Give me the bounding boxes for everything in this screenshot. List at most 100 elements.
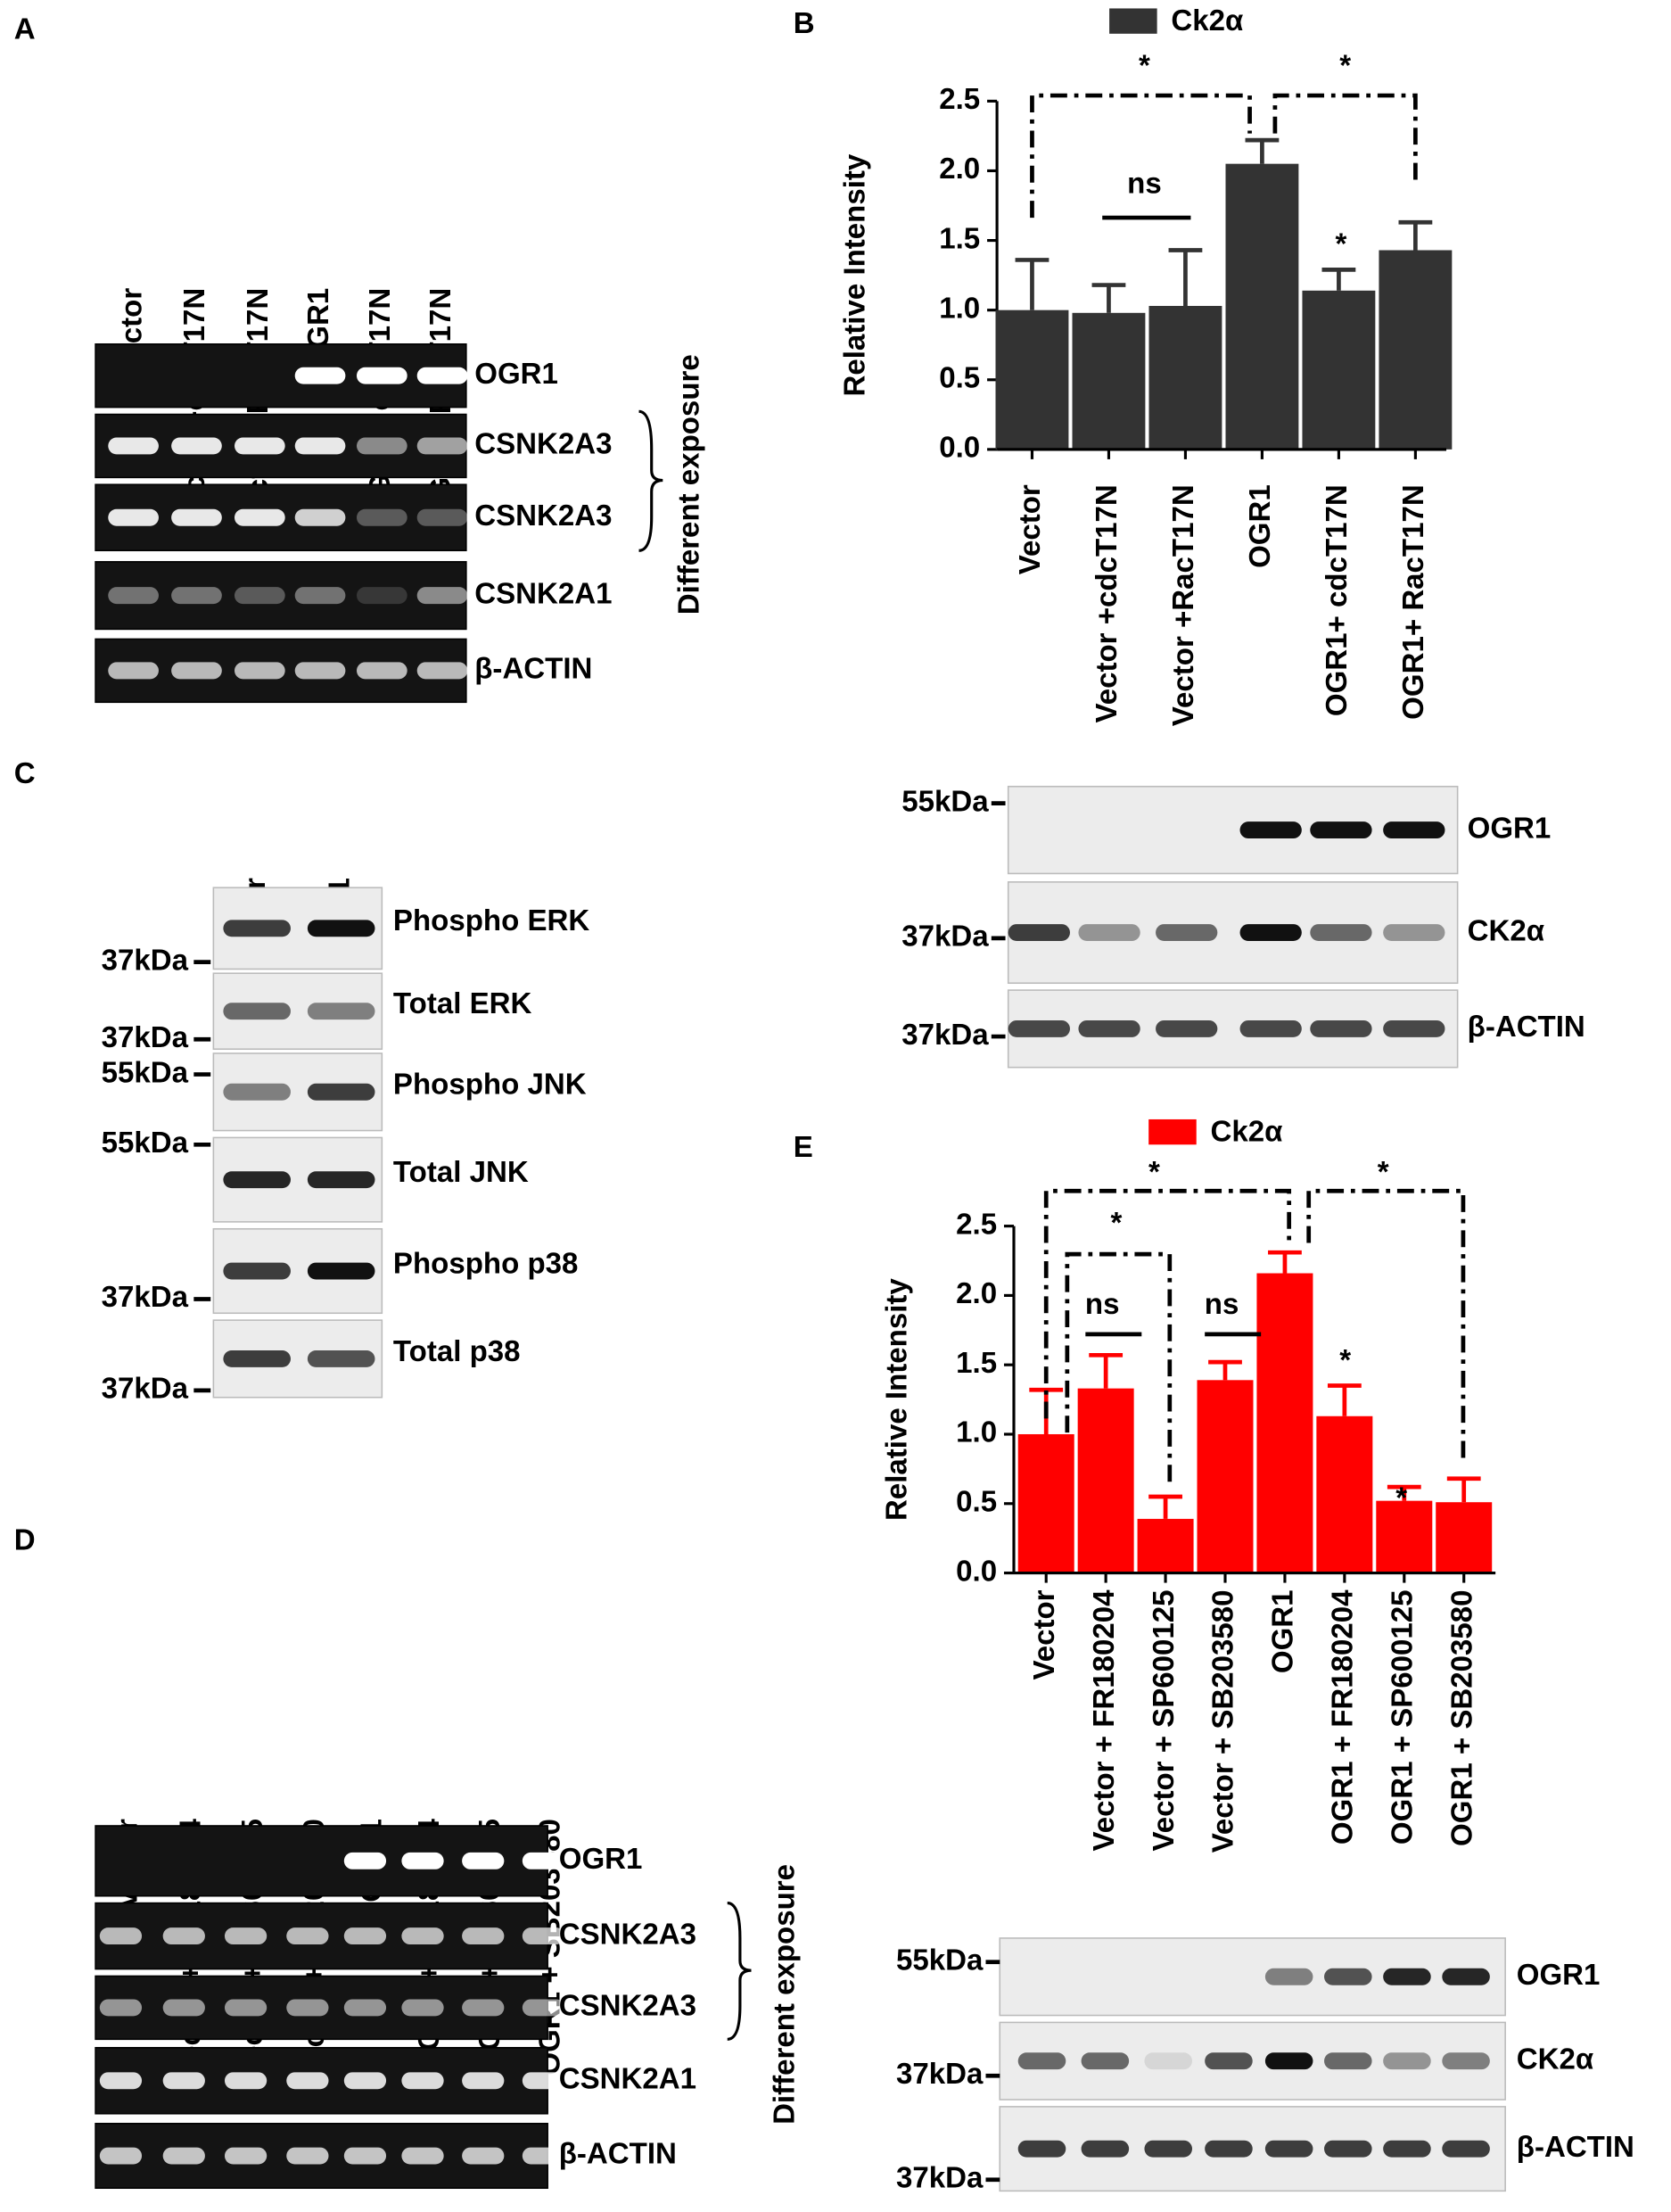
gel-band	[416, 662, 468, 680]
gel-band	[356, 662, 407, 680]
y-tick-label: 1.5	[956, 1347, 997, 1380]
gel-band	[1239, 924, 1302, 941]
gel-band	[416, 508, 468, 526]
x-tick-label: OGR1 + SP600125	[1387, 1589, 1420, 1845]
gel-band	[162, 2147, 205, 2165]
gel-band	[356, 367, 407, 384]
y-axis-label: Relative Intensity	[838, 153, 871, 396]
gel-band	[162, 1999, 205, 2017]
gel-band	[401, 1852, 444, 1869]
panel-label: E	[794, 1131, 813, 1164]
annotation: ns	[1085, 1288, 1120, 1321]
gel-band	[294, 587, 346, 605]
bar	[1072, 312, 1146, 450]
row-label: Total JNK	[393, 1156, 529, 1189]
row-label: CSNK2A3	[559, 1990, 696, 2023]
bar	[1436, 1502, 1493, 1573]
gel-band	[343, 2147, 387, 2165]
gel-band	[171, 437, 222, 455]
row-label: CSNK2A1	[559, 2063, 696, 2096]
gel-band	[416, 587, 468, 605]
legend-swatch	[1109, 8, 1157, 34]
gel-band	[462, 2147, 505, 2165]
gel-band	[224, 1999, 268, 2017]
y-tick-label: 1.0	[939, 292, 980, 325]
gel-band	[1156, 924, 1218, 941]
gel-band	[1383, 821, 1445, 839]
gel-band	[401, 1927, 444, 1945]
gel-row	[95, 561, 467, 631]
bracket	[638, 409, 663, 552]
gel-band	[294, 367, 346, 384]
bar	[1379, 250, 1453, 450]
gel-band	[1324, 2140, 1372, 2158]
gel-band	[1017, 2140, 1066, 2158]
gel-band	[522, 2072, 565, 2090]
gel-row	[95, 343, 467, 409]
gel-band	[99, 2072, 143, 2090]
row-label: CK2α	[1517, 2043, 1593, 2076]
row-label: Phospho JNK	[393, 1069, 587, 1102]
annotation: *	[1139, 49, 1150, 82]
bar	[1376, 1500, 1433, 1573]
gel-band	[1383, 2052, 1431, 2070]
gel-band	[99, 1999, 143, 2017]
marker-label: 37kDa	[102, 1373, 189, 1406]
gel-band	[401, 1999, 444, 2017]
annotation: *	[1335, 227, 1346, 260]
x-tick-label: Vector	[1028, 1589, 1061, 1680]
gel-band	[108, 508, 159, 526]
gel-band	[286, 2147, 329, 2165]
gel-band	[108, 437, 159, 455]
y-tick-label: 2.0	[939, 153, 980, 186]
gel-band	[1144, 2140, 1192, 2158]
gel-band	[171, 587, 222, 605]
gel-band	[462, 1852, 505, 1869]
marker-label: 37kDa	[896, 2162, 984, 2195]
gel-band	[223, 920, 291, 937]
row-label: CSNK2A3	[474, 428, 612, 461]
gel-band	[343, 1927, 387, 1945]
gel-band	[356, 437, 407, 455]
row-label: β-ACTIN	[1517, 2131, 1634, 2164]
x-tick-label: Vector +RacT17N	[1167, 484, 1200, 726]
gel-band	[234, 587, 285, 605]
gel-band	[1081, 2140, 1130, 2158]
gel-band	[1383, 924, 1445, 941]
annotation: *	[1395, 1482, 1407, 1515]
gel-band	[1383, 2140, 1431, 2158]
bar	[1225, 163, 1299, 450]
gel-band	[1324, 2052, 1372, 2070]
marker-label: 55kDa	[102, 1056, 189, 1089]
gel-band	[401, 2072, 444, 2090]
gel-band	[99, 2147, 143, 2165]
legend-label: Ck2α	[1171, 4, 1243, 37]
x-tick-label: Vector + FR180204	[1088, 1589, 1121, 1852]
gel-band	[1383, 1019, 1445, 1037]
legend-swatch	[1148, 1118, 1197, 1145]
gel-band	[1008, 1019, 1070, 1037]
x-tick-label: Vector	[1014, 484, 1047, 574]
gel-band	[1017, 2052, 1066, 2070]
row-label: CK2α	[1468, 914, 1544, 947]
gel-band	[1144, 2052, 1192, 2070]
gel-band	[108, 662, 159, 680]
gel-band	[1442, 1968, 1490, 1985]
marker-label: 37kDa	[102, 1281, 189, 1314]
gel-band	[356, 587, 407, 605]
y-tick-label: 2.0	[956, 1277, 997, 1310]
bar	[1148, 305, 1222, 450]
significance-bracket	[1065, 1251, 1173, 1490]
gel-band	[286, 1927, 329, 1945]
significance-bracket	[1306, 1188, 1466, 1461]
row-label: β-ACTIN	[474, 653, 592, 686]
gel-band	[171, 662, 222, 680]
x-tick-label: OGR1+ RacT17N	[1397, 484, 1430, 720]
annotation: *	[1378, 1156, 1389, 1189]
gel-band	[223, 1083, 291, 1101]
y-tick-label: 0.5	[939, 362, 980, 395]
x-tick-label: Vector + SB203580	[1207, 1589, 1240, 1853]
marker-label: 55kDa	[901, 785, 989, 818]
gel-band	[1264, 2052, 1313, 2070]
